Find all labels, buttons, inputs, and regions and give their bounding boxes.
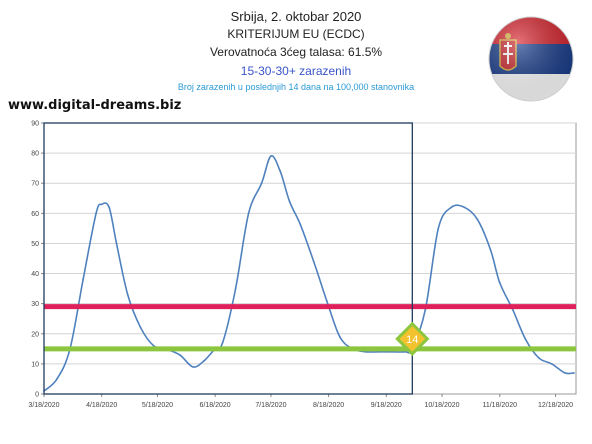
data-point	[203, 360, 205, 362]
data-point	[247, 212, 250, 215]
x-tick-label: 5/18/2020	[142, 402, 173, 409]
serbia-flag-icon	[488, 16, 574, 102]
data-point	[56, 378, 58, 380]
data-point	[126, 293, 129, 296]
x-tick-label: 9/18/2020	[371, 402, 402, 409]
data-point	[312, 260, 315, 263]
x-tick-label: 4/18/2020	[86, 402, 117, 409]
data-point	[279, 170, 282, 173]
chart-title: Srbija, 2. oktobar 2020	[230, 9, 362, 24]
current-marker-diamond	[395, 321, 430, 356]
x-tick-label: 3/18/2020	[28, 402, 59, 409]
x-tick-label: 12/18/2020	[538, 402, 573, 409]
data-point	[390, 350, 393, 353]
site-watermark: www.digital-dreams.biz	[8, 98, 182, 113]
data-point	[82, 278, 84, 281]
data-point	[234, 287, 237, 290]
data-point	[524, 338, 527, 341]
data-point	[108, 206, 110, 209]
data-point	[152, 344, 155, 347]
y-tick-label: 80	[31, 151, 39, 158]
current-marker-label: 14	[406, 334, 418, 346]
data-point	[115, 242, 118, 245]
plot-area	[43, 122, 577, 395]
chart-subtitle-description: Broj zarazenih u poslednjih 14 dana na 1…	[177, 82, 415, 92]
y-tick-label: 60	[31, 211, 39, 218]
y-tick-label: 90	[31, 121, 39, 128]
data-point	[404, 350, 406, 353]
x-tick-label: 8/18/2020	[313, 402, 344, 409]
data-point	[476, 218, 479, 221]
data-point	[178, 354, 181, 356]
data-point	[537, 357, 540, 359]
data-point	[573, 372, 575, 374]
chart-subtitle-ranges: 15-30-30+ zarazenih	[240, 64, 352, 78]
data-point	[288, 200, 291, 203]
data-point	[338, 335, 341, 338]
data-point	[463, 206, 466, 209]
elapsed-period-box	[43, 122, 413, 395]
x-tick-label: 11/18/2020	[482, 402, 517, 409]
data-point	[550, 363, 553, 365]
data-point	[270, 155, 272, 158]
x-tick-label: 6/18/2020	[200, 402, 231, 409]
chart-subtitle-criterion: KRITERIJUM EU (ECDC)	[227, 27, 365, 41]
data-point	[511, 308, 514, 311]
data-point	[498, 281, 501, 284]
data-point	[563, 372, 566, 374]
y-tick-label: 50	[31, 241, 39, 248]
y-tick-label: 70	[31, 181, 39, 188]
y-tick-label: 10	[31, 361, 39, 368]
data-point	[364, 350, 367, 353]
data-point	[221, 341, 224, 344]
data-point	[139, 326, 142, 329]
x-tick-label: 10/18/2020	[425, 402, 460, 409]
data-point	[260, 182, 263, 185]
y-tick-label: 0	[35, 392, 39, 399]
y-tick-label: 40	[31, 271, 39, 278]
data-point	[377, 350, 380, 353]
y-tick-label: 30	[31, 301, 39, 308]
series-line	[43, 155, 575, 392]
data-point	[95, 212, 97, 215]
y-tick-label: 20	[31, 331, 39, 338]
data-point	[325, 299, 328, 302]
chart-subtitle-probability: Verovatnoća 3ćeg talasa: 61.5%	[209, 45, 383, 59]
data-point	[100, 203, 103, 206]
x-tick-label: 7/18/2020	[255, 402, 286, 409]
data-point	[437, 227, 440, 230]
data-point	[489, 248, 492, 251]
data-point	[450, 206, 453, 209]
data-point	[299, 224, 302, 227]
data-point	[424, 308, 427, 311]
data-point	[191, 366, 194, 368]
